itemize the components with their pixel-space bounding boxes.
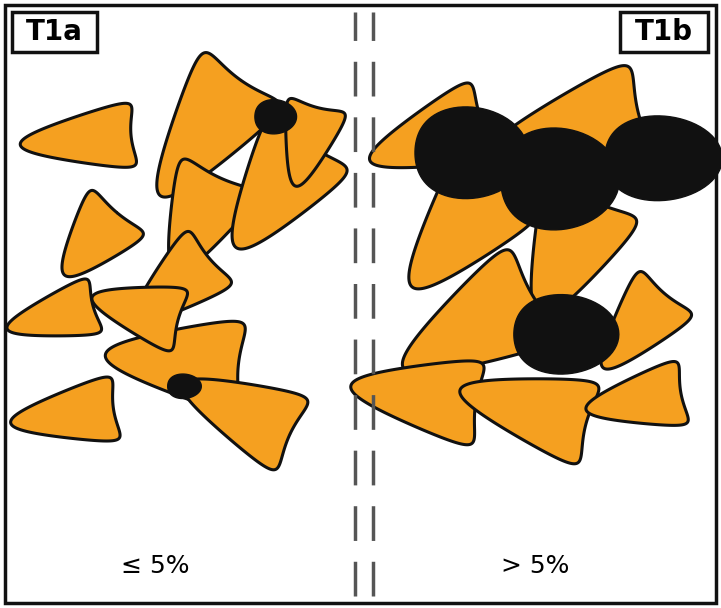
Polygon shape bbox=[105, 321, 245, 411]
Bar bbox=[620, 12, 708, 52]
Polygon shape bbox=[286, 98, 345, 186]
Text: T1a: T1a bbox=[25, 18, 82, 46]
Polygon shape bbox=[11, 377, 120, 441]
Polygon shape bbox=[369, 83, 496, 168]
Polygon shape bbox=[156, 52, 280, 197]
Polygon shape bbox=[134, 232, 231, 322]
Polygon shape bbox=[255, 100, 296, 134]
Polygon shape bbox=[350, 361, 484, 444]
Polygon shape bbox=[20, 103, 136, 167]
Polygon shape bbox=[182, 379, 308, 470]
Polygon shape bbox=[605, 116, 721, 201]
Text: ≤ 5%: ≤ 5% bbox=[120, 554, 189, 578]
Polygon shape bbox=[168, 374, 201, 398]
Polygon shape bbox=[169, 159, 257, 272]
Polygon shape bbox=[92, 287, 187, 351]
Polygon shape bbox=[415, 107, 528, 199]
Bar bbox=[12, 12, 97, 52]
Polygon shape bbox=[460, 379, 599, 464]
Polygon shape bbox=[409, 153, 536, 289]
Text: T1b: T1b bbox=[635, 18, 693, 46]
Text: > 5%: > 5% bbox=[501, 554, 569, 578]
Polygon shape bbox=[232, 117, 347, 249]
Polygon shape bbox=[601, 272, 691, 369]
Polygon shape bbox=[402, 250, 559, 373]
Polygon shape bbox=[514, 295, 619, 374]
Polygon shape bbox=[531, 179, 637, 316]
Polygon shape bbox=[7, 279, 102, 336]
Polygon shape bbox=[500, 128, 619, 230]
Polygon shape bbox=[62, 190, 143, 277]
Polygon shape bbox=[586, 362, 689, 426]
Polygon shape bbox=[488, 66, 655, 170]
